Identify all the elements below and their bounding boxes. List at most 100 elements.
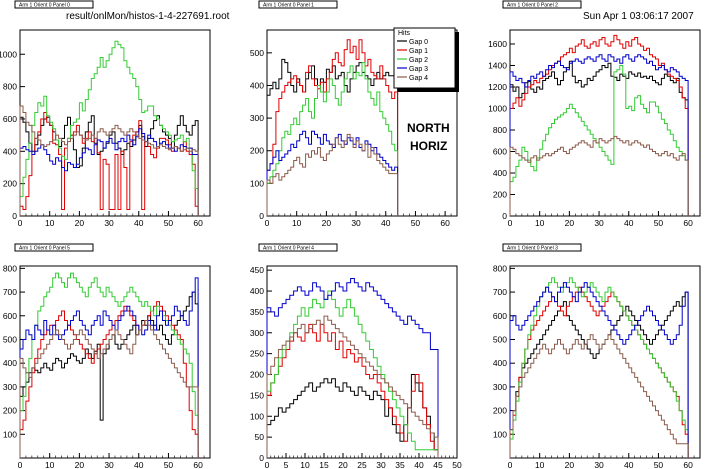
x-tick-label: 30 xyxy=(594,218,604,228)
series-gap-4 xyxy=(266,315,439,458)
annotation-north: NORTH xyxy=(407,121,450,135)
x-tick-label: 30 xyxy=(104,218,114,228)
x-tick-label: 40 xyxy=(134,460,144,469)
x-tick-label: 5 xyxy=(284,460,289,469)
x-tick-label: 30 xyxy=(351,218,361,228)
y-tick-label: 0 xyxy=(259,453,264,463)
x-tick-label: 10 xyxy=(535,218,545,228)
series-gap-3 xyxy=(266,278,439,458)
x-tick-label: 20 xyxy=(75,460,85,469)
legend-entry: Gap 1 xyxy=(409,48,428,55)
y-tick-label: 250 xyxy=(250,349,264,359)
y-tick-label: 600 xyxy=(493,311,507,321)
y-tick-label: 800 xyxy=(3,82,17,92)
x-tick-label: 50 xyxy=(164,460,174,469)
y-tick-label: 1200 xyxy=(488,82,507,92)
pad-title: Arm 1 Orient 0 Panel 0 xyxy=(19,3,70,9)
series-gap-4 xyxy=(266,133,399,216)
x-tick-label: 50 xyxy=(164,218,174,228)
file-path-label: result/onlMon/histos-1-4-227691.root xyxy=(66,11,230,22)
pad-6: 0 10 20 30 40 50 60 100 200 300 400 500 600 700 800 xyxy=(493,263,701,469)
y-tick-label: 200 xyxy=(250,146,264,156)
series-gap-2 xyxy=(266,290,439,458)
legend-entry: Gap 3 xyxy=(409,66,428,73)
y-tick-label: 400 xyxy=(250,286,264,296)
legend-entry: Gap 2 xyxy=(409,57,428,64)
y-tick-label: 200 xyxy=(493,406,507,416)
x-tick-label: 20 xyxy=(565,218,575,228)
y-tick-label: 150 xyxy=(250,390,264,400)
pad-title: Arm 1 Orient 0 Panel 2 xyxy=(507,3,558,9)
y-tick-label: 1000 xyxy=(488,103,507,113)
x-tick-label: 50 xyxy=(411,218,421,228)
y-tick-label: 200 xyxy=(493,189,507,199)
x-tick-label: 0 xyxy=(508,218,513,228)
pad-title-box xyxy=(258,0,338,9)
series-gap-3 xyxy=(19,277,199,458)
y-tick-label: 400 xyxy=(3,146,17,156)
legend-entry: Gap 0 xyxy=(409,39,428,46)
x-tick-label: 0 xyxy=(265,218,270,228)
y-tick-label: 300 xyxy=(250,328,264,338)
y-tick-label: 200 xyxy=(3,179,17,189)
x-tick-label: 10 xyxy=(535,460,545,469)
x-tick-label: 45 xyxy=(433,460,443,469)
series-gap-2 xyxy=(509,277,689,458)
series-gap-2 xyxy=(19,40,199,216)
y-tick-label: 0 xyxy=(502,211,507,221)
x-tick-label: 0 xyxy=(18,218,23,228)
y-tick-label: 800 xyxy=(493,263,507,273)
x-tick-label: 0 xyxy=(18,460,23,469)
pad-title-box xyxy=(502,243,582,252)
x-tick-label: 10 xyxy=(45,218,55,228)
y-tick-label: 200 xyxy=(3,406,17,416)
y-tick-label: 350 xyxy=(250,307,264,317)
x-tick-label: 40 xyxy=(624,460,634,469)
x-tick-label: 30 xyxy=(104,460,114,469)
series-gap-0 xyxy=(509,60,689,216)
x-tick-label: 50 xyxy=(654,218,664,228)
timestamp-label: Sun Apr 1 03:06:17 2007 xyxy=(583,11,694,22)
series-gap-1 xyxy=(266,39,399,216)
pad-title: Arm 1 Orient 0 Panel 3 xyxy=(507,246,558,252)
x-tick-label: 25 xyxy=(357,460,367,469)
x-tick-label: 10 xyxy=(45,460,55,469)
legend-entry: Gap 4 xyxy=(409,75,428,82)
series-gap-4 xyxy=(509,334,689,458)
x-tick-label: 60 xyxy=(683,218,693,228)
legend-title: Hits xyxy=(398,30,411,37)
y-tick-label: 400 xyxy=(250,80,264,90)
annotation-horiz: HORIZ xyxy=(410,139,447,153)
pad-title-box xyxy=(14,0,94,9)
y-tick-label: 800 xyxy=(3,263,17,273)
series-gap-4 xyxy=(19,320,199,458)
y-tick-label: 100 xyxy=(250,178,264,188)
pad-title-box xyxy=(502,0,582,9)
y-tick-label: 100 xyxy=(250,411,264,421)
y-tick-label: 500 xyxy=(493,334,507,344)
x-tick-label: 60 xyxy=(193,218,203,228)
y-tick-label: 0 xyxy=(259,211,264,221)
pad-4: 0 10 20 30 40 50 60 100 200 300 400 500 600 700 800 xyxy=(3,263,211,469)
y-tick-label: 600 xyxy=(493,146,507,156)
series-gap-1 xyxy=(509,34,689,216)
x-tick-label: 60 xyxy=(683,460,693,469)
x-tick-label: 10 xyxy=(300,460,310,469)
series-gap-2 xyxy=(266,62,399,216)
x-tick-label: 40 xyxy=(134,218,144,228)
y-tick-label: 800 xyxy=(493,125,507,135)
x-tick-label: 30 xyxy=(594,460,604,469)
x-tick-label: 20 xyxy=(338,460,348,469)
series-gap-4 xyxy=(19,105,199,216)
y-tick-label: 600 xyxy=(3,311,17,321)
y-tick-label: 300 xyxy=(493,382,507,392)
y-tick-label: 500 xyxy=(250,48,264,58)
x-tick-label: 0 xyxy=(265,460,270,469)
x-tick-label: 60 xyxy=(193,460,203,469)
series-gap-3 xyxy=(509,282,689,458)
y-tick-label: 100 xyxy=(3,429,17,439)
x-tick-label: 40 xyxy=(381,218,391,228)
x-tick-label: 20 xyxy=(565,460,575,469)
